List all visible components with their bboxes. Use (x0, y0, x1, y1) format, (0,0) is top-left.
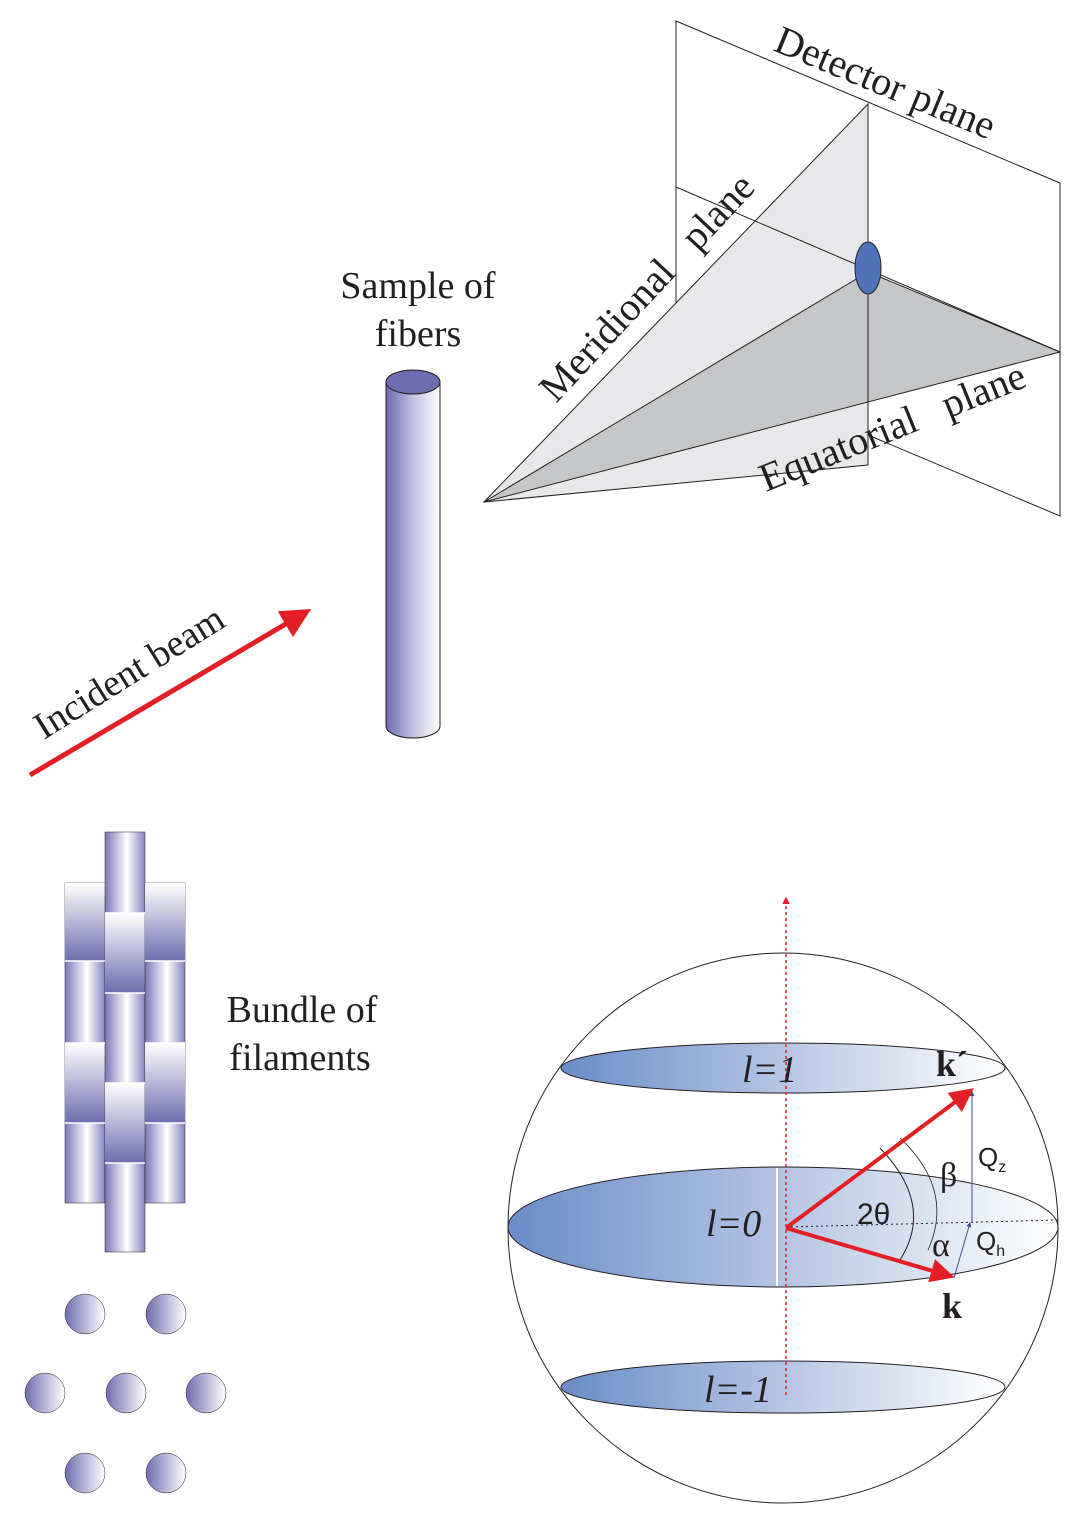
layer-plane-top (560, 1042, 1006, 1094)
k-prime-vector (784, 1088, 974, 1230)
sample-label-line2: fibers (375, 313, 462, 355)
qh-label-sub: h (996, 1243, 1005, 1260)
filament-bundle: Bundle of filaments (64, 831, 378, 1253)
filament-column-center (104, 831, 146, 1253)
sample-label-line1: Sample of (340, 265, 495, 307)
qz-label-main: Q (978, 1142, 998, 1172)
incident-beam-arrow (28, 608, 312, 778)
filament-circle (145, 1293, 187, 1335)
bundle-label-line2: filaments (229, 1037, 370, 1079)
detector-plane-label: Detector plane (769, 17, 1003, 148)
two-theta-arc (879, 1147, 915, 1261)
beta-arc (899, 1137, 938, 1251)
filament-circle (185, 1372, 227, 1414)
bundle-label-line1: Bundle of (227, 989, 378, 1031)
filament-dividers (65, 912, 185, 1164)
two-theta-label: 2θ (857, 1198, 890, 1231)
layer-plane-bot (560, 1360, 1006, 1414)
qh-vector (953, 1222, 972, 1279)
equatorial-plane-shape (483, 271, 1062, 503)
filament-circle (105, 1372, 147, 1414)
reciprocal-sphere: l=1 l=0 l=-1 k´ k 2θ β α Qz Qh (507, 896, 1059, 1504)
layer-plane-mid (507, 1166, 1059, 1288)
layer-label-top: l=1 (742, 1049, 797, 1091)
qh-label-main: Q (976, 1226, 996, 1256)
equator-reference (785, 1219, 1059, 1228)
k-prime-label: k´ (936, 1044, 968, 1084)
filament-circle (64, 1452, 106, 1494)
alpha-label: α (932, 1227, 950, 1264)
qh-label: Qh (976, 1226, 1005, 1260)
cylinder-top (385, 369, 441, 395)
qz-label-sub: z (998, 1159, 1006, 1176)
layer-label-bot: l=-1 (704, 1369, 772, 1411)
k-vector (785, 1226, 955, 1283)
detector-setup: Detector plane Meridional plane Equatori… (482, 17, 1062, 517)
sample-cylinder: Sample of fibers (340, 265, 496, 739)
beta-label: β (940, 1157, 957, 1194)
filament-circle (145, 1452, 187, 1494)
filament-cross-section (24, 1293, 227, 1494)
incident-beam: Incident beam (27, 597, 312, 778)
qz-label: Qz (978, 1142, 1006, 1176)
diffraction-spot (854, 241, 882, 295)
layer-label-mid: l=0 (706, 1203, 761, 1245)
filament-circle (64, 1293, 106, 1335)
filament-circle (24, 1372, 66, 1414)
detector-plane (675, 20, 1061, 517)
k-label: k (942, 1286, 962, 1326)
